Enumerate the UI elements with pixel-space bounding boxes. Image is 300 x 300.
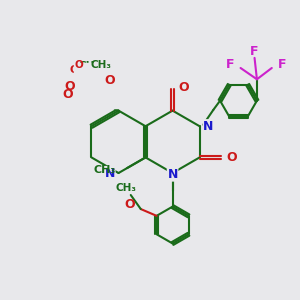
Text: O: O — [104, 74, 115, 87]
Text: CH₃: CH₃ — [116, 184, 137, 194]
Text: N: N — [105, 167, 115, 179]
Text: F: F — [250, 45, 259, 58]
Text: O: O — [69, 65, 79, 75]
Text: O: O — [226, 151, 237, 164]
Polygon shape — [74, 63, 122, 108]
Text: O: O — [63, 88, 73, 101]
Text: O: O — [65, 80, 75, 93]
Text: N: N — [167, 168, 178, 181]
Text: O: O — [178, 81, 188, 94]
Text: N: N — [203, 120, 214, 133]
Text: CH₃: CH₃ — [78, 61, 99, 71]
Text: F: F — [226, 58, 234, 71]
Text: CH₃: CH₃ — [94, 165, 116, 175]
Text: CH₃: CH₃ — [90, 59, 111, 70]
Text: O: O — [103, 71, 114, 84]
Text: O: O — [75, 59, 83, 70]
Text: F: F — [278, 58, 287, 71]
Text: O: O — [124, 198, 135, 211]
